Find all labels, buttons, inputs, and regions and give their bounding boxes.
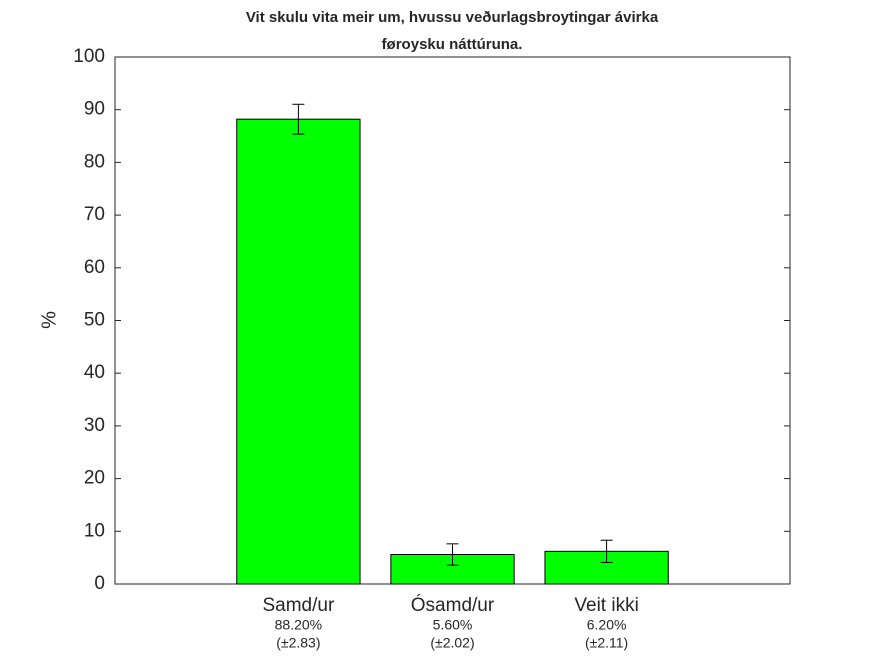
value-label: 5.60% — [433, 617, 473, 633]
error-label: (±2.02) — [430, 635, 474, 651]
plot-frame — [114, 56, 791, 585]
y-tick-label: 30 — [84, 415, 105, 436]
x-tick-label: Ósamd/ur — [411, 594, 495, 616]
y-tick-label: 60 — [84, 257, 105, 278]
y-tick-label: 90 — [84, 99, 105, 120]
chart-title: Vit skulu vita meir um, hvussu veðurlags… — [246, 9, 659, 26]
error-label: (±2.83) — [276, 635, 320, 651]
error-label: (±2.11) — [585, 635, 628, 651]
y-tick-label: 0 — [94, 573, 105, 594]
error-bar — [292, 103, 305, 135]
y-tick-label: 70 — [84, 204, 105, 225]
x-tick-label: Veit ikki — [574, 595, 638, 616]
y-tick-label: 100 — [73, 46, 105, 67]
error-bar — [446, 543, 459, 566]
y-tick-label: 50 — [84, 310, 105, 331]
error-bar — [600, 539, 613, 563]
bar — [236, 118, 361, 585]
y-tick-label: 80 — [84, 151, 105, 172]
y-tick-label: 20 — [84, 468, 105, 489]
value-label: 88.20% — [275, 617, 322, 633]
y-tick-label: 40 — [84, 362, 105, 383]
y-tick-label: 10 — [84, 520, 105, 541]
chart-title: føroysku náttúruna. — [382, 36, 523, 53]
value-label: 6.20% — [587, 617, 627, 633]
y-axis-label: % — [38, 311, 60, 329]
x-tick-label: Samd/ur — [262, 595, 334, 616]
